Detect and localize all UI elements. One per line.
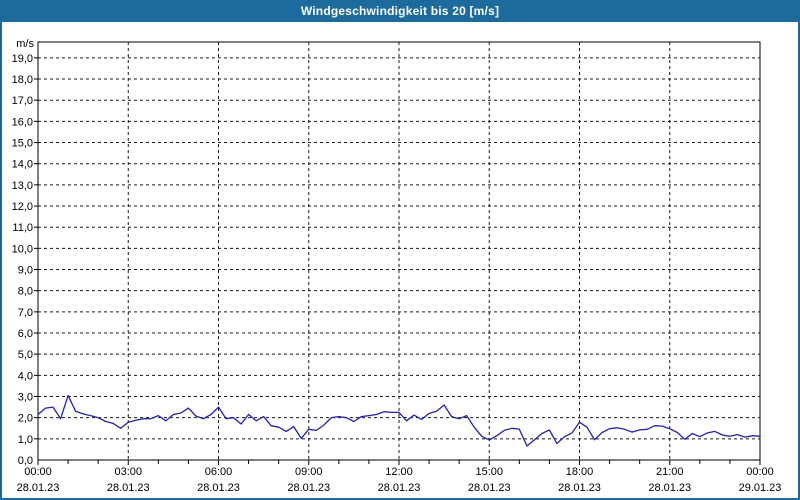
svg-text:28.01.23: 28.01.23 [648, 482, 691, 494]
svg-text:28.01.23: 28.01.23 [378, 482, 421, 494]
svg-text:00:00: 00:00 [24, 466, 52, 478]
svg-text:12,0: 12,0 [12, 201, 33, 213]
svg-text:9,0: 9,0 [18, 265, 33, 277]
svg-text:28.01.23: 28.01.23 [107, 482, 150, 494]
svg-text:28.01.23: 28.01.23 [17, 482, 60, 494]
svg-text:1,0: 1,0 [18, 434, 33, 446]
svg-text:18:00: 18:00 [566, 466, 594, 478]
svg-text:6,0: 6,0 [18, 328, 33, 340]
svg-text:00:00: 00:00 [746, 466, 774, 478]
svg-text:06:00: 06:00 [205, 466, 233, 478]
svg-text:09:00: 09:00 [295, 466, 323, 478]
svg-text:28.01.23: 28.01.23 [468, 482, 511, 494]
svg-text:2,0: 2,0 [18, 413, 33, 425]
svg-text:7,0: 7,0 [18, 307, 33, 319]
svg-text:21:00: 21:00 [656, 466, 684, 478]
svg-text:17,0: 17,0 [12, 95, 33, 107]
svg-text:0,0: 0,0 [18, 455, 33, 467]
svg-text:15,0: 15,0 [12, 138, 33, 150]
svg-text:4,0: 4,0 [18, 370, 33, 382]
svg-text:11,0: 11,0 [12, 222, 33, 234]
svg-text:16,0: 16,0 [12, 116, 33, 128]
svg-text:18,0: 18,0 [12, 74, 33, 86]
svg-text:28.01.23: 28.01.23 [287, 482, 330, 494]
svg-text:29.01.23: 29.01.23 [739, 482, 782, 494]
svg-text:03:00: 03:00 [114, 466, 142, 478]
svg-text:10,0: 10,0 [12, 243, 33, 255]
svg-text:13,0: 13,0 [12, 180, 33, 192]
chart-title-bar: Windgeschwindigkeit bis 20 [m/s] [0, 0, 800, 22]
svg-text:19,0: 19,0 [12, 53, 33, 65]
svg-text:28.01.23: 28.01.23 [197, 482, 240, 494]
svg-text:15:00: 15:00 [475, 466, 503, 478]
svg-text:12:00: 12:00 [385, 466, 413, 478]
svg-text:28.01.23: 28.01.23 [558, 482, 601, 494]
svg-text:5,0: 5,0 [18, 349, 33, 361]
chart-title: Windgeschwindigkeit bis 20 [m/s] [300, 4, 500, 18]
svg-text:14,0: 14,0 [12, 159, 33, 171]
svg-text:3,0: 3,0 [18, 392, 33, 404]
svg-text:8,0: 8,0 [18, 286, 33, 298]
svg-text:m/s: m/s [16, 38, 34, 50]
